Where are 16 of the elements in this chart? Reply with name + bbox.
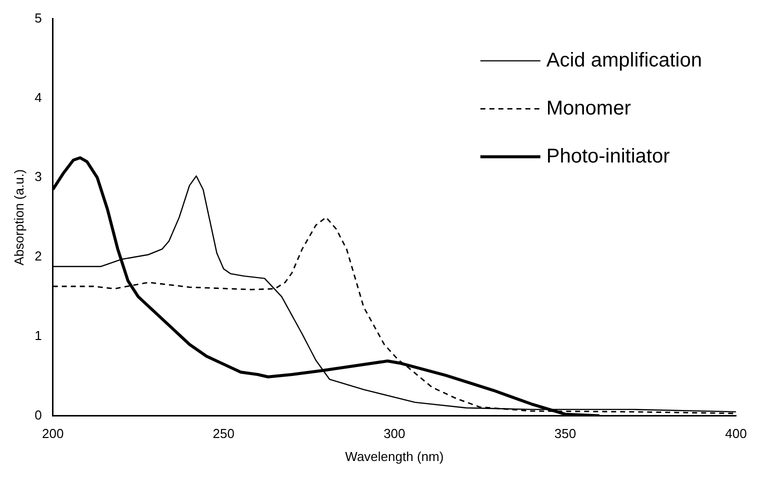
y-tick-label: 2: [34, 248, 42, 264]
y-tick-label: 5: [34, 10, 42, 26]
y-tick-label: 4: [34, 90, 42, 105]
y-tick-label: 0: [34, 407, 42, 422]
x-tick-label: 250: [212, 426, 234, 442]
x-tick-label: 350: [554, 426, 576, 442]
y-tick-label: 1: [34, 328, 42, 343]
legend-label: Monomer: [546, 97, 632, 120]
legend-label: Acid amplification: [546, 49, 702, 72]
y-tick-label: 3: [34, 169, 42, 184]
x-tick-label: 300: [384, 426, 406, 442]
legend-label: Photo-initiator: [546, 145, 670, 168]
x-axis-title: Wavelength (nm): [345, 448, 444, 464]
x-tick-label: 400: [725, 426, 747, 442]
x-tick-label: 200: [42, 426, 64, 442]
y-axis-title: Absorption (a.u.): [11, 169, 26, 266]
